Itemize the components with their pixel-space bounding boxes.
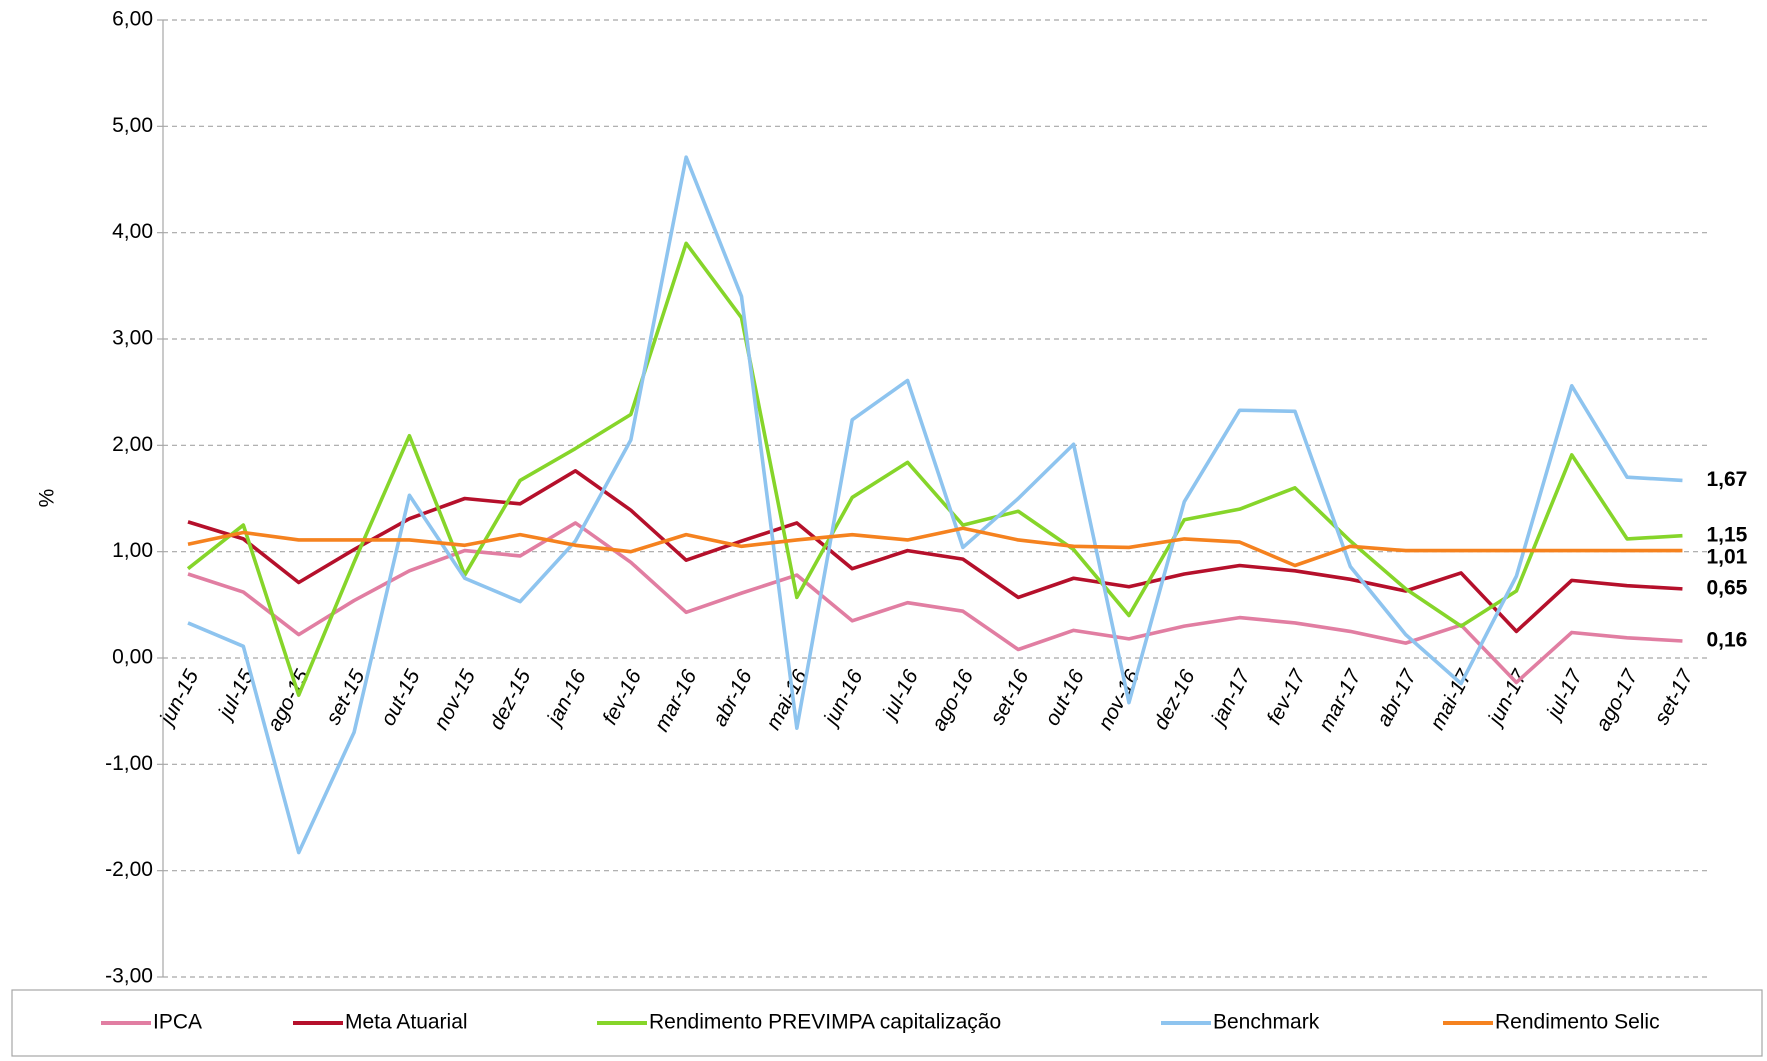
y-tick-label: -1,00 — [105, 752, 153, 775]
legend-label: Benchmark — [1213, 1011, 1320, 1034]
x-tick-label: mar-17 — [1314, 665, 1366, 735]
y-tick-label: -3,00 — [105, 965, 153, 988]
x-tick-label: abr-17 — [1372, 665, 1421, 730]
x-tick-label: abr-16 — [708, 666, 757, 730]
series-line — [186, 241, 1683, 698]
series-line — [187, 521, 1683, 685]
x-tick-label: set-17 — [1650, 665, 1698, 728]
y-tick-label: 1,00 — [112, 539, 153, 562]
y-tick-label: 6,00 — [112, 8, 153, 31]
x-tick-label: jan-17 — [1206, 665, 1256, 731]
data-label: 1,01 — [1706, 545, 1747, 568]
y-tick-label: 5,00 — [112, 114, 153, 137]
x-tick-label: jan-16 — [542, 666, 591, 731]
data-label: 0,65 — [1706, 576, 1747, 599]
y-tick-label: -2,00 — [105, 858, 153, 881]
x-tick-label: nov-15 — [430, 666, 481, 734]
x-tick-label: fev-16 — [598, 666, 646, 729]
x-tick-label: jul-16 — [877, 666, 923, 725]
legend-label: Meta Atuarial — [345, 1011, 468, 1034]
data-label: 1,67 — [1706, 468, 1747, 491]
x-tick-label: set-16 — [986, 666, 1034, 729]
x-tick-label: ago-17 — [1591, 665, 1643, 735]
series-line — [187, 155, 1683, 855]
data-label: 1,15 — [1706, 523, 1747, 546]
x-tick-label: ago-16 — [927, 666, 978, 735]
y-tick-label: 4,00 — [112, 220, 153, 243]
x-tick-label: dez-16 — [1149, 666, 1200, 734]
series-line — [187, 526, 1683, 568]
y-tick-label: 0,00 — [112, 646, 153, 669]
x-tick-label: fev-17 — [1263, 665, 1311, 728]
y-tick-label: 2,00 — [112, 433, 153, 456]
legend-label: Rendimento PREVIMPA capitalização — [649, 1011, 1001, 1034]
x-tick-label: jun-16 — [818, 666, 867, 731]
y-tick-label: 3,00 — [112, 327, 153, 350]
x-tick-label: out-15 — [376, 666, 424, 730]
x-tick-label: out-16 — [1041, 666, 1089, 730]
legend-label: Rendimento Selic — [1495, 1011, 1660, 1034]
legend-label: IPCA — [153, 1011, 202, 1034]
data-label: 0,16 — [1706, 629, 1747, 652]
x-tick-label: jul-17 — [1541, 665, 1587, 725]
y-axis-title: % — [36, 489, 59, 508]
x-tick-label: mar-16 — [650, 666, 702, 735]
x-tick-label: dez-15 — [485, 666, 536, 734]
x-tick-label: jun-15 — [154, 666, 203, 731]
